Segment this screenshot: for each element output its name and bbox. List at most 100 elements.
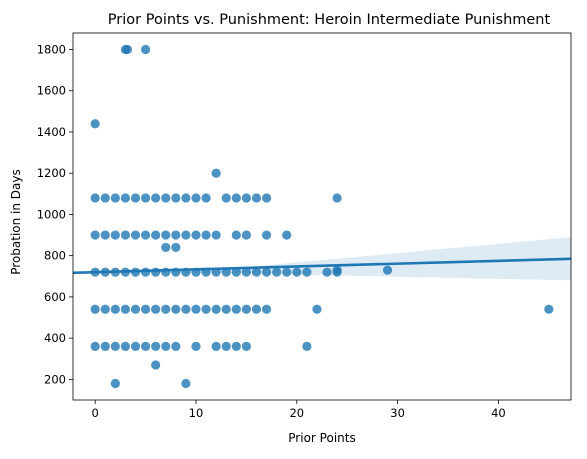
data-point: [302, 341, 312, 351]
data-point: [241, 267, 251, 277]
data-point: [241, 193, 251, 203]
axes: 0 10 20 30 40 200 400 600 800 1000 1200 1400 1600 180…: [37, 32, 572, 420]
data-point: [130, 230, 141, 240]
data-point: [382, 265, 393, 275]
data-point: [90, 304, 100, 314]
data-point: [151, 341, 161, 351]
data-point: [100, 304, 110, 314]
data-point: [302, 267, 312, 277]
data-point: [161, 230, 171, 240]
data-point: [211, 230, 221, 240]
y-axis-label: Probation in Days: [9, 169, 23, 275]
x-axis-label: Prior Points: [288, 431, 355, 445]
data-point: [120, 230, 131, 240]
data-point: [211, 304, 221, 314]
data-point: [120, 193, 131, 203]
data-point: [241, 341, 251, 351]
data-point: [221, 304, 231, 314]
data-point: [100, 193, 110, 203]
y-tick-label: 600: [44, 290, 66, 304]
data-point: [140, 304, 151, 314]
data-point: [110, 230, 120, 240]
x-tick-label: 30: [390, 406, 405, 420]
data-point: [322, 267, 332, 277]
data-point: [151, 304, 161, 314]
data-point: [140, 193, 151, 203]
data-point: [191, 304, 201, 314]
data-point: [90, 341, 100, 351]
y-tick-label: 400: [44, 331, 66, 345]
data-point: [130, 193, 141, 203]
data-point: [191, 193, 201, 203]
y-tick-label: 200: [44, 372, 66, 386]
data-point: [122, 44, 133, 55]
data-point: [332, 193, 342, 203]
data-point: [231, 193, 241, 203]
data-point: [332, 265, 342, 275]
data-point: [231, 267, 241, 277]
data-point: [181, 230, 191, 240]
data-point: [151, 360, 161, 370]
data-point: [211, 168, 221, 178]
data-point: [292, 267, 302, 277]
data-point: [201, 230, 211, 240]
data-point: [171, 230, 181, 240]
y-tick-label: 1600: [37, 84, 66, 98]
y-tick-label: 1800: [37, 42, 66, 56]
data-point: [120, 304, 131, 314]
regression-line: [73, 257, 571, 275]
data-point: [231, 341, 241, 351]
data-point: [272, 267, 282, 277]
data-point: [231, 304, 241, 314]
data-point: [251, 267, 262, 277]
data-point: [140, 230, 151, 240]
data-point: [221, 267, 231, 277]
data-point: [191, 341, 201, 351]
x-tick-label: 40: [491, 406, 506, 420]
data-point: [110, 193, 120, 203]
data-point: [251, 193, 262, 203]
data-point: [171, 193, 181, 203]
y-tick-label: 800: [44, 249, 66, 263]
data-point: [110, 378, 120, 389]
data-point: [282, 230, 292, 240]
data-point: [110, 304, 120, 314]
data-point: [161, 304, 171, 314]
data-point: [110, 341, 120, 351]
data-point: [90, 230, 100, 240]
chart-title: Prior Points vs. Punishment: Heroin Inte…: [108, 12, 551, 28]
data-point: [90, 119, 100, 129]
data-point: [171, 304, 181, 314]
data-point: [211, 341, 221, 351]
data-point: [171, 341, 181, 351]
data-point: [191, 230, 201, 240]
data-point: [201, 304, 211, 314]
data-point: [90, 193, 100, 203]
data-point: [544, 304, 554, 314]
y-tick-label: 1000: [37, 207, 66, 221]
data-point: [161, 341, 171, 351]
plot-area: [73, 44, 571, 389]
data-point: [130, 304, 141, 314]
data-point: [161, 193, 171, 203]
data-point: [261, 267, 272, 277]
data-point: [100, 230, 110, 240]
data-point: [241, 304, 251, 314]
data-point: [120, 341, 131, 351]
x-tick-label: 10: [189, 406, 204, 420]
data-point: [261, 304, 272, 314]
data-point: [312, 304, 322, 314]
data-point: [221, 193, 231, 203]
data-point: [181, 193, 191, 203]
data-point: [151, 193, 161, 203]
data-point: [181, 304, 191, 314]
data-point: [261, 230, 272, 240]
data-point: [201, 193, 211, 203]
x-tick-label: 0: [92, 406, 99, 420]
data-point: [181, 378, 191, 389]
y-tick-label: 1200: [37, 166, 66, 180]
data-point: [161, 242, 171, 253]
plot-inner: [73, 44, 571, 389]
